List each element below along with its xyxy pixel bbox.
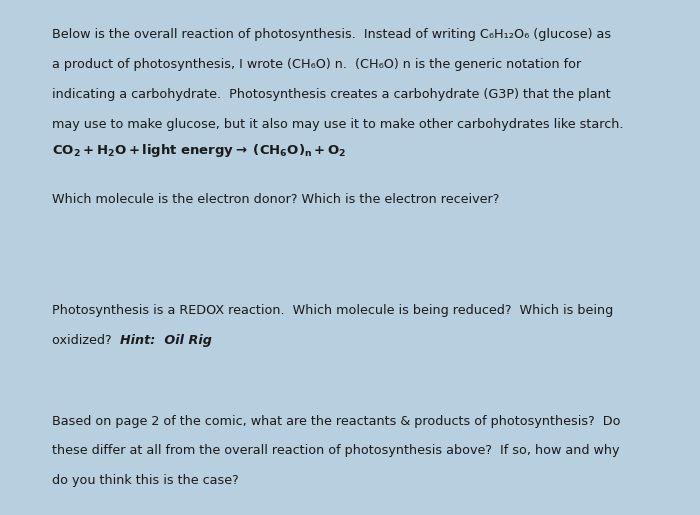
Text: indicating a carbohydrate.  Photosynthesis creates a carbohydrate (G3P) that the: indicating a carbohydrate. Photosynthesi… xyxy=(52,88,611,101)
Text: these differ at all from the overall reaction of photosynthesis above?  If so, h: these differ at all from the overall rea… xyxy=(52,444,620,457)
Text: Photosynthesis is a REDOX reaction.  Which molecule is being reduced?  Which is : Photosynthesis is a REDOX reaction. Whic… xyxy=(52,304,614,317)
Text: Which molecule is the electron donor? Which is the electron receiver?: Which molecule is the electron donor? Wh… xyxy=(52,193,500,206)
Text: Based on page 2 of the comic, what are the reactants & products of photosynthesi: Based on page 2 of the comic, what are t… xyxy=(52,415,621,427)
Text: do you think this is the case?: do you think this is the case? xyxy=(52,474,239,487)
Text: oxidized?: oxidized? xyxy=(52,334,120,347)
Text: $\mathbf{CO_2 + H_2O + light\ energy \rightarrow \ (CH_6O)_n + O_2}$: $\mathbf{CO_2 + H_2O + light\ energy \ri… xyxy=(52,142,347,159)
Text: Below is the overall reaction of photosynthesis.  Instead of writing C₆H₁₂O₆ (gl: Below is the overall reaction of photosy… xyxy=(52,28,612,41)
Text: Hint:  Oil Rig: Hint: Oil Rig xyxy=(120,334,212,347)
Text: may use to make glucose, but it also may use it to make other carbohydrates like: may use to make glucose, but it also may… xyxy=(52,118,624,131)
Text: a product of photosynthesis, I wrote (CH₆O) n.  (CH₆O) n is the generic notation: a product of photosynthesis, I wrote (CH… xyxy=(52,58,582,71)
